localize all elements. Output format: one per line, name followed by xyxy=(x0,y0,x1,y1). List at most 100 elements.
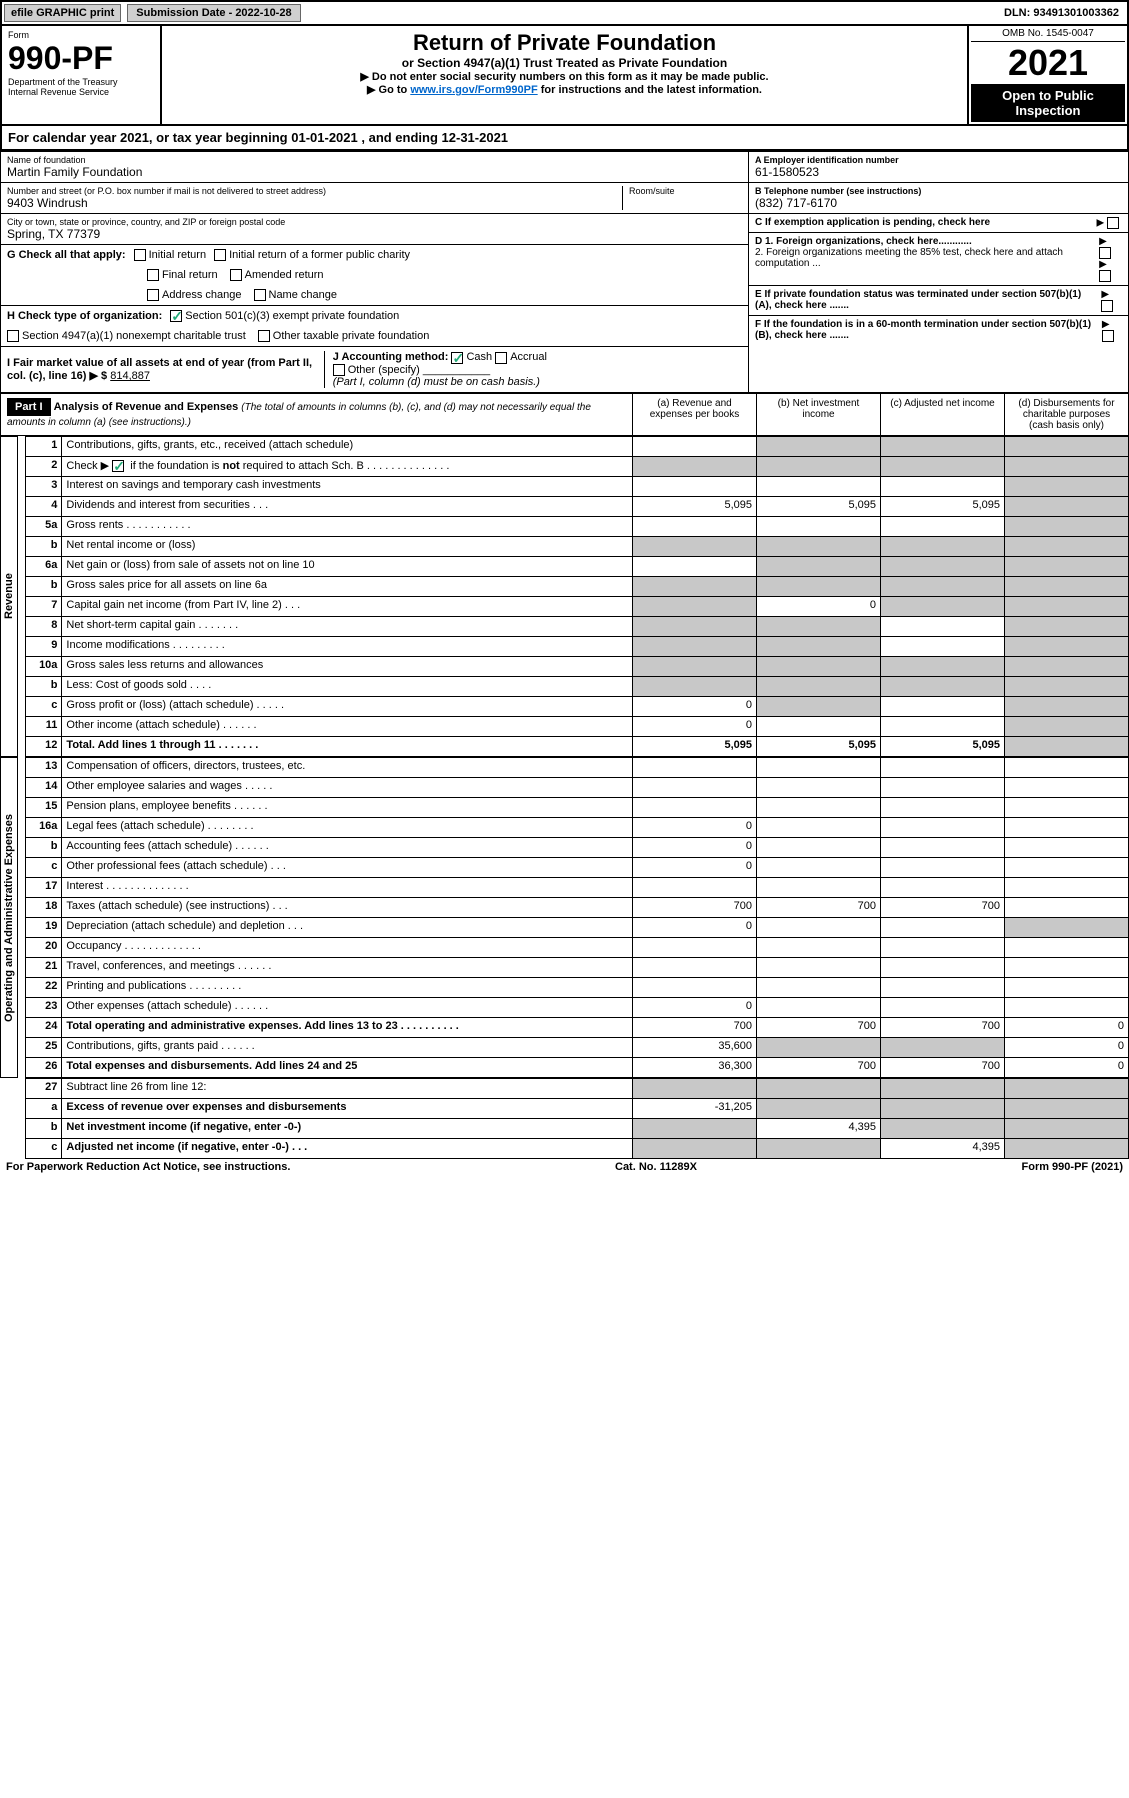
table-row: 23Other expenses (attach schedule) . . .… xyxy=(26,997,1129,1017)
table-row: bNet rental income or (loss) xyxy=(26,536,1129,556)
table-row: 27Subtract line 26 from line 12: xyxy=(26,1078,1129,1098)
form-instructions-link[interactable]: www.irs.gov/Form990PF xyxy=(410,84,537,96)
addr-label: Number and street (or P.O. box number if… xyxy=(7,186,622,196)
table-row: 10aGross sales less returns and allowanc… xyxy=(26,656,1129,676)
g-name: Name change xyxy=(269,289,338,301)
table-row: 16aLegal fees (attach schedule) . . . . … xyxy=(26,817,1129,837)
calyear-pre: For calendar year 2021, or tax year begi… xyxy=(8,130,291,145)
table-row: 3Interest on savings and temporary cash … xyxy=(26,476,1129,496)
table-row: bAccounting fees (attach schedule) . . .… xyxy=(26,837,1129,857)
h-501c3: Section 501(c)(3) exempt private foundat… xyxy=(185,310,399,322)
calendar-year-row: For calendar year 2021, or tax year begi… xyxy=(0,126,1129,151)
g-initial-former: Initial return of a former public charit… xyxy=(229,249,410,261)
table-row: 26Total expenses and disbursements. Add … xyxy=(26,1057,1129,1077)
form-number-box: Form 990-PF Department of the Treasury I… xyxy=(2,26,162,124)
revenue-section: Revenue 1Contributions, gifts, grants, e… xyxy=(0,436,1129,757)
note-ssn: ▶ Do not enter social security numbers o… xyxy=(172,70,957,83)
table-row: 8Net short-term capital gain . . . . . .… xyxy=(26,616,1129,636)
amended-return-checkbox[interactable] xyxy=(230,269,242,281)
g-label: G Check all that apply: xyxy=(7,249,126,261)
table-row: 12Total. Add lines 1 through 11 . . . . … xyxy=(26,736,1129,756)
top-bar: efile GRAPHIC print Submission Date - 20… xyxy=(0,0,1129,26)
note-goto: ▶ Go to www.irs.gov/Form990PF for instru… xyxy=(172,83,957,96)
open-public-badge: Open to Public Inspection xyxy=(971,84,1125,122)
initial-return-checkbox[interactable] xyxy=(134,249,146,261)
opex-side-label: Operating and Administrative Expenses xyxy=(0,757,18,1078)
street-address: 9403 Windrush xyxy=(7,196,622,210)
d1-label: D 1. Foreign organizations, check here..… xyxy=(755,236,1093,247)
j-other: Other (specify) xyxy=(348,364,420,376)
dln-label: DLN: 93491301003362 xyxy=(1004,7,1125,19)
submission-date: Submission Date - 2022-10-28 xyxy=(127,4,300,22)
part1-header-row: Part I Analysis of Revenue and Expenses … xyxy=(0,393,1129,436)
exemption-pending-checkbox[interactable] xyxy=(1107,217,1119,229)
table-row: aExcess of revenue over expenses and dis… xyxy=(26,1098,1129,1118)
city-label: City or town, state or province, country… xyxy=(7,217,742,227)
address-cell: Number and street (or P.O. box number if… xyxy=(1,183,748,214)
revenue-table: 1Contributions, gifts, grants, etc., rec… xyxy=(25,436,1129,757)
city-cell: City or town, state or province, country… xyxy=(1,214,748,245)
j-accrual: Accrual xyxy=(510,351,547,363)
part1-title: Analysis of Revenue and Expenses xyxy=(54,401,239,413)
initial-former-checkbox[interactable] xyxy=(214,249,226,261)
c-check: C If exemption application is pending, c… xyxy=(749,214,1128,233)
table-row: 18Taxes (attach schedule) (see instructi… xyxy=(26,897,1129,917)
name-change-checkbox[interactable] xyxy=(254,289,266,301)
calyear-mid: , and ending xyxy=(361,130,441,145)
table-row: 2Check ▶ if the foundation is not requir… xyxy=(26,456,1129,476)
revenue-side-label: Revenue xyxy=(0,436,18,757)
table-row: 24Total operating and administrative exp… xyxy=(26,1017,1129,1037)
ein-label: A Employer identification number xyxy=(755,155,1122,165)
other-taxable-checkbox[interactable] xyxy=(258,330,270,342)
j-cash: Cash xyxy=(466,351,492,363)
foreign-85-checkbox[interactable] xyxy=(1099,270,1111,282)
opex-table: 13Compensation of officers, directors, t… xyxy=(25,757,1129,1078)
table-row: 20Occupancy . . . . . . . . . . . . . xyxy=(26,937,1129,957)
table-row: cAdjusted net income (if negative, enter… xyxy=(26,1138,1129,1158)
other-method-checkbox[interactable] xyxy=(333,364,345,376)
table-row: 13Compensation of officers, directors, t… xyxy=(26,757,1129,777)
ein-value: 61-1580523 xyxy=(755,165,1122,179)
col-b-header: (b) Net investment income xyxy=(756,394,880,435)
60-month-checkbox[interactable] xyxy=(1102,330,1114,342)
table-row: 21Travel, conferences, and meetings . . … xyxy=(26,957,1129,977)
summary-section: 27Subtract line 26 from line 12: aExcess… xyxy=(0,1078,1129,1159)
table-row: 6aNet gain or (loss) from sale of assets… xyxy=(26,556,1129,576)
form-header: Form 990-PF Department of the Treasury I… xyxy=(0,26,1129,126)
table-row: 17Interest . . . . . . . . . . . . . . xyxy=(26,877,1129,897)
status-terminated-checkbox[interactable] xyxy=(1101,300,1113,312)
h-label: H Check type of organization: xyxy=(7,310,162,322)
table-row: 14Other employee salaries and wages . . … xyxy=(26,777,1129,797)
table-row: 7Capital gain net income (from Part IV, … xyxy=(26,596,1129,616)
schb-checkbox[interactable] xyxy=(112,460,124,472)
final-return-checkbox[interactable] xyxy=(147,269,159,281)
h-4947: Section 4947(a)(1) nonexempt charitable … xyxy=(22,330,246,342)
table-row: 22Printing and publications . . . . . . … xyxy=(26,977,1129,997)
form-subtitle: or Section 4947(a)(1) Trust Treated as P… xyxy=(172,56,957,70)
page-footer: For Paperwork Reduction Act Notice, see … xyxy=(0,1159,1129,1175)
501c3-checkbox[interactable] xyxy=(170,310,182,322)
j-note: (Part I, column (d) must be on cash basi… xyxy=(333,376,742,388)
d2-label: 2. Foreign organizations meeting the 85%… xyxy=(755,247,1093,269)
table-row: cOther professional fees (attach schedul… xyxy=(26,857,1129,877)
col-a-header: (a) Revenue and expenses per books xyxy=(632,394,756,435)
ein-cell: A Employer identification number 61-1580… xyxy=(749,152,1128,183)
h-other: Other taxable private foundation xyxy=(273,330,430,342)
4947-checkbox[interactable] xyxy=(7,330,19,342)
cash-checkbox[interactable] xyxy=(451,352,463,364)
i-label: I Fair market value of all assets at end… xyxy=(7,357,312,382)
fmv-value: 814,887 xyxy=(110,370,150,382)
table-row: 19Depreciation (attach schedule) and dep… xyxy=(26,917,1129,937)
efile-print-button[interactable]: efile GRAPHIC print xyxy=(4,4,121,22)
accrual-checkbox[interactable] xyxy=(495,352,507,364)
footer-paperwork: For Paperwork Reduction Act Notice, see … xyxy=(6,1161,290,1173)
table-row: 11Other income (attach schedule) . . . .… xyxy=(26,716,1129,736)
footer-form: Form 990-PF (2021) xyxy=(1022,1161,1123,1173)
title-box: Return of Private Foundation or Section … xyxy=(162,26,967,124)
note-goto-post: for instructions and the latest informat… xyxy=(541,84,762,96)
foreign-org-checkbox[interactable] xyxy=(1099,247,1111,259)
phone-cell: B Telephone number (see instructions) (8… xyxy=(749,183,1128,214)
address-change-checkbox[interactable] xyxy=(147,289,159,301)
irs-label: Internal Revenue Service xyxy=(8,87,154,97)
c-label: C If exemption application is pending, c… xyxy=(755,217,990,228)
